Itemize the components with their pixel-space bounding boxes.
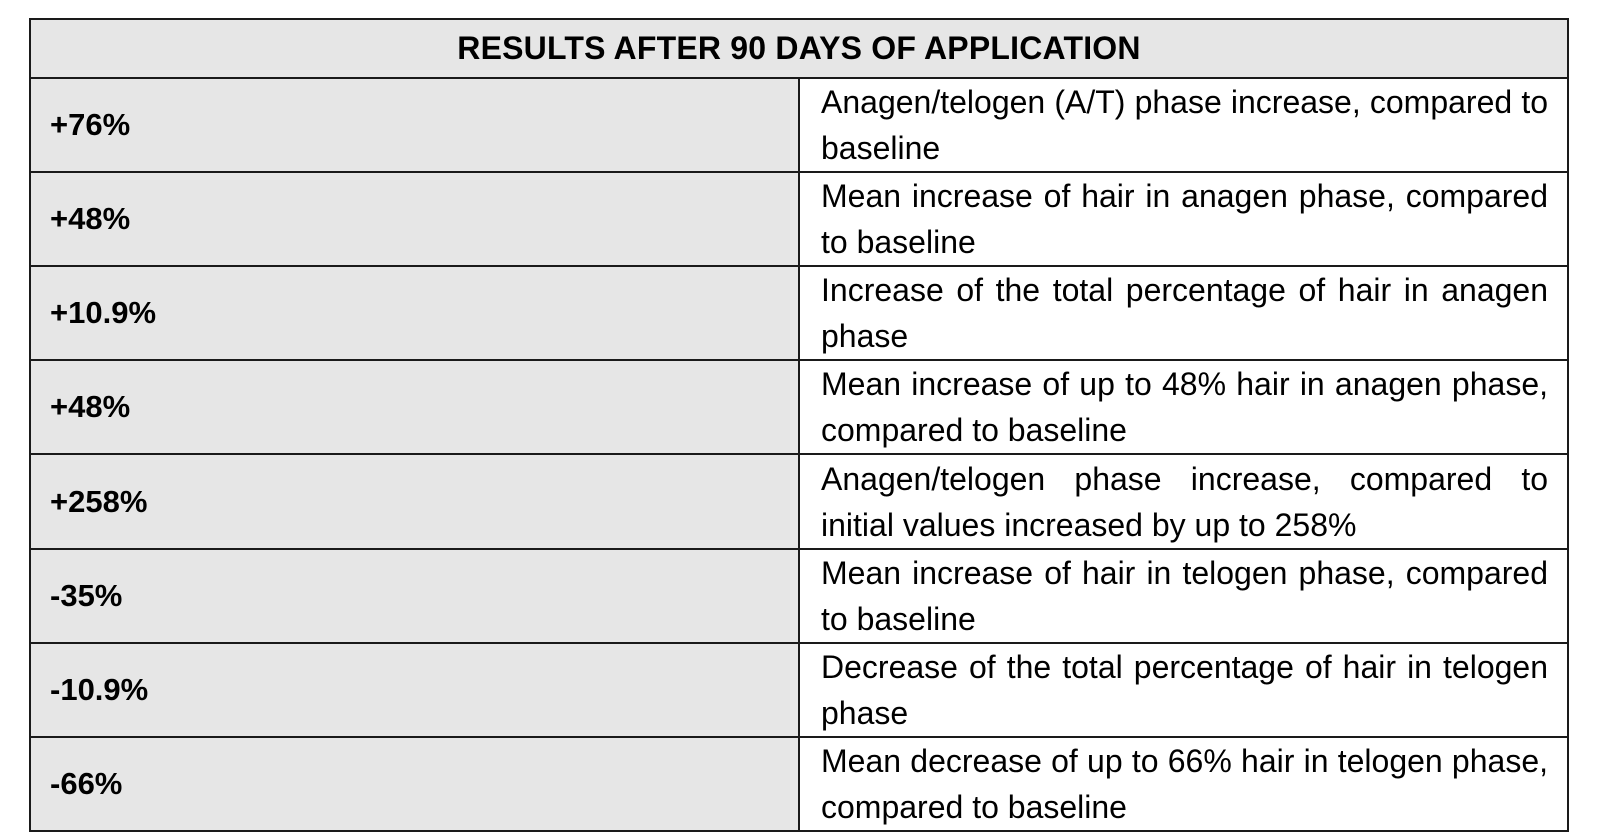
table-row: -35% Mean increase of hair in telogen ph… <box>29 548 1569 644</box>
result-description: Mean decrease of up to 66% hair in telog… <box>798 736 1569 832</box>
result-value: +48% <box>29 359 800 455</box>
result-value: +48% <box>29 171 800 267</box>
table-row: +48% Mean increase of hair in anagen pha… <box>29 171 1569 267</box>
result-description: Mean increase of up to 48% hair in anage… <box>798 359 1569 455</box>
result-description: Decrease of the total percentage of hair… <box>798 642 1569 738</box>
result-description: Mean increase of hair in telogen phase, … <box>798 548 1569 644</box>
result-value: -66% <box>29 736 800 832</box>
results-table: RESULTS AFTER 90 DAYS OF APPLICATION +76… <box>29 18 1569 832</box>
result-value: +10.9% <box>29 265 800 361</box>
result-description: Anagen/telogen (A/T) phase increase, com… <box>798 77 1569 173</box>
table-title: RESULTS AFTER 90 DAYS OF APPLICATION <box>29 18 1569 79</box>
table-row: +76% Anagen/telogen (A/T) phase increase… <box>29 77 1569 173</box>
result-value: +258% <box>29 453 800 550</box>
table-title-row: RESULTS AFTER 90 DAYS OF APPLICATION <box>29 18 1569 79</box>
result-value: -10.9% <box>29 642 800 738</box>
result-description: Increase of the total percentage of hair… <box>798 265 1569 361</box>
table-row: +258% Anagen/telogen phase increase, com… <box>29 453 1569 550</box>
result-value: +76% <box>29 77 800 173</box>
table-row: -10.9% Decrease of the total percentage … <box>29 642 1569 738</box>
result-description: Anagen/telogen phase increase, compared … <box>798 453 1569 550</box>
result-description: Mean increase of hair in anagen phase, c… <box>798 171 1569 267</box>
result-value: -35% <box>29 548 800 644</box>
table-row: -66% Mean decrease of up to 66% hair in … <box>29 736 1569 832</box>
table-row: +48% Mean increase of up to 48% hair in … <box>29 359 1569 455</box>
table-row: +10.9% Increase of the total percentage … <box>29 265 1569 361</box>
